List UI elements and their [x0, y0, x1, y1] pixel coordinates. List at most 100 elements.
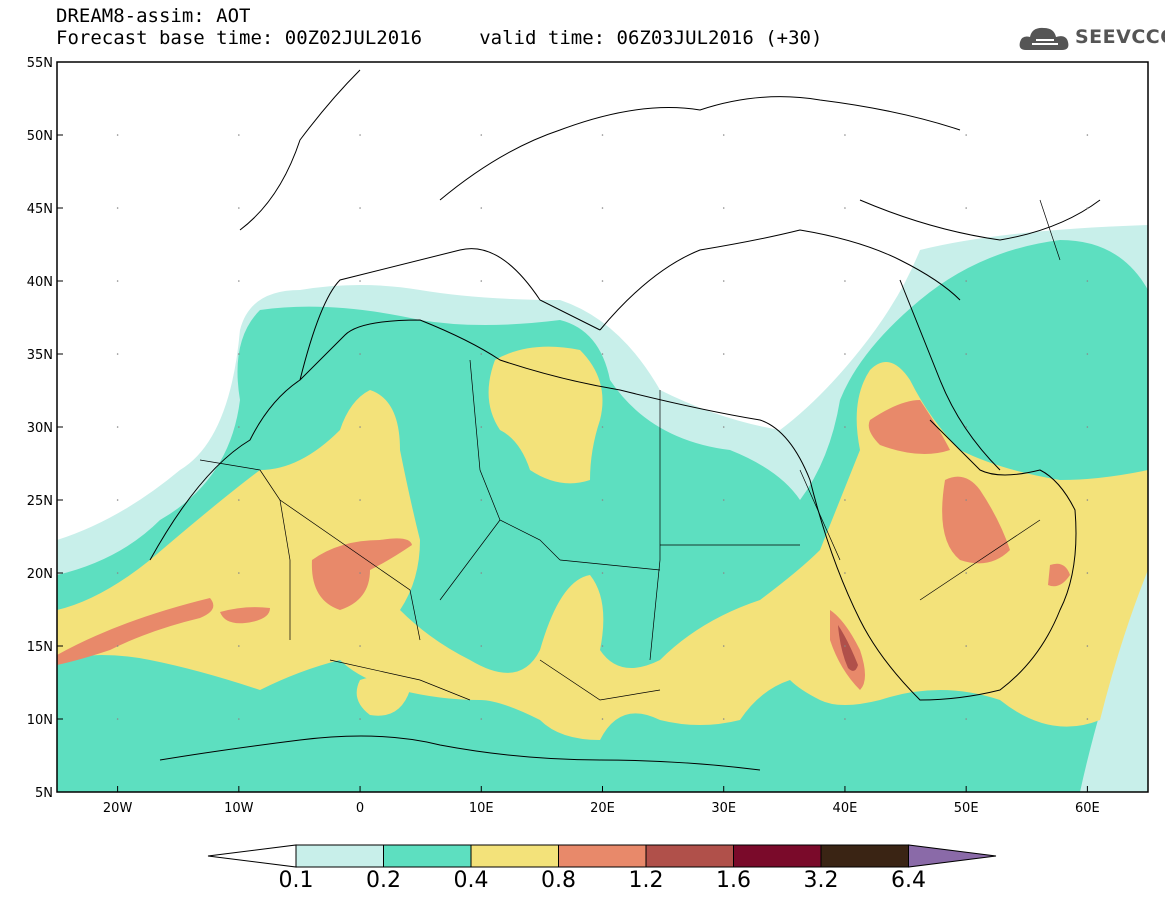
grid-dot: [238, 645, 240, 647]
colorbar-label: 0.8: [541, 868, 576, 893]
grid-dot: [359, 426, 361, 428]
grid-dot: [722, 207, 725, 209]
grid-dot: [116, 718, 119, 720]
country-borders: [199, 199, 1061, 701]
grid-dot: [601, 718, 604, 720]
grid-dot: [722, 353, 725, 355]
grid-dot: [722, 280, 725, 282]
grid-dot: [965, 426, 967, 428]
colorbar-label: 1.2: [628, 868, 664, 893]
lon-tick-label: 0: [356, 801, 364, 816]
grid-dot: [116, 353, 119, 355]
grid-dot: [116, 426, 119, 428]
grid-dot: [116, 645, 119, 647]
grid-dot: [359, 353, 361, 355]
grid-dot: [965, 572, 967, 574]
grid-dot: [844, 572, 846, 574]
grid-dot: [480, 718, 483, 720]
grid-dot: [359, 134, 361, 136]
grid-dot: [238, 134, 240, 136]
grid-dot: [1086, 572, 1089, 574]
grid-dot: [722, 426, 725, 428]
grid-dot: [359, 572, 361, 574]
lat-tick-label: 35N: [27, 348, 53, 363]
colorbar-segment: [470, 844, 559, 868]
grid-dot: [601, 499, 604, 501]
colorbar-segment: [733, 844, 822, 868]
lon-tick-label: 10E: [469, 801, 494, 816]
colorbar-label: 6.4: [891, 868, 926, 893]
grid-dot: [844, 718, 846, 720]
lat-tick-label: 55N: [27, 56, 53, 71]
logo-text: SEEVCCC: [1075, 26, 1165, 48]
grid-dot: [359, 207, 361, 209]
lon-tick-label: 40E: [833, 801, 858, 816]
grid-dot: [844, 426, 846, 428]
grid-dot: [965, 134, 967, 136]
grid-dot: [844, 645, 846, 647]
lat-tick-label: 20N: [27, 567, 53, 582]
grid-dot: [844, 499, 846, 501]
colorbar-label: 3.2: [803, 868, 839, 893]
grid-dot: [965, 718, 967, 720]
grid-dot: [844, 280, 846, 282]
grid-dot: [116, 572, 119, 574]
grid-dot: [722, 718, 725, 720]
colorbar-max-arrow: [908, 844, 997, 868]
grid-dot: [1086, 499, 1089, 501]
grid-dot: [965, 499, 967, 501]
grid-dot: [238, 353, 240, 355]
grid-dot: [722, 645, 725, 647]
lat-tick-label: 50N: [27, 129, 53, 144]
grid-dot: [480, 280, 483, 282]
lon-tick-label: 10W: [224, 801, 254, 816]
lon-tick-label: 20E: [590, 801, 615, 816]
grid-dot: [359, 280, 361, 282]
grid-dot: [601, 353, 604, 355]
colorbar: [207, 844, 997, 868]
grid-dot: [359, 718, 361, 720]
colorbar-segment: [820, 844, 909, 868]
colorbar-segment: [558, 844, 647, 868]
grid-dot: [965, 207, 967, 209]
colorbar-label: 0.1: [278, 868, 314, 893]
grid-dot: [480, 426, 483, 428]
grid-dot: [601, 280, 604, 282]
lat-tick-label: 45N: [27, 202, 53, 217]
grid-dot: [722, 134, 725, 136]
map-title: DREAM8-assim: AOT: [56, 5, 251, 27]
grid-dot: [1086, 426, 1089, 428]
colorbar-label: 0.4: [453, 868, 489, 893]
grid-dot: [1086, 280, 1089, 282]
seevccc-logo: SEEVCCC: [1018, 22, 1165, 56]
lat-tick-label: 25N: [27, 494, 53, 509]
lon-tick-label: 60E: [1075, 801, 1100, 816]
grid-dot: [722, 499, 725, 501]
grid-dot: [601, 426, 604, 428]
grid-dot: [1086, 207, 1089, 209]
colorbar-min-arrow: [207, 844, 297, 868]
colorbar-segment: [295, 844, 384, 868]
grid-dot: [480, 353, 483, 355]
grid-dot: [601, 207, 604, 209]
grid-dot: [116, 207, 119, 209]
lat-tick-label: 10N: [27, 713, 53, 728]
colorbar-labels: 0.1 0.2 0.4 0.8 1.2 1.6 3.2 6.4: [0, 868, 1165, 898]
grid-dot: [480, 207, 483, 209]
grid-dot: [844, 353, 846, 355]
grid-dot: [116, 134, 119, 136]
lat-tick-label: 30N: [27, 421, 53, 436]
cloud-icon: [1019, 27, 1069, 50]
grid-dot: [480, 572, 483, 574]
grid-dot: [238, 718, 240, 720]
forecast-time-line: Forecast base time: 00Z02JUL2016 valid t…: [56, 27, 823, 49]
axis-ticks: 55N 50N 45N 40N 35N 30N 25N 20N 15N 10N 5N 20W 10W 0 1…: [27, 56, 1100, 816]
grid-dot: [359, 645, 361, 647]
grid-dot: [844, 207, 846, 209]
lat-tick-label: 40N: [27, 275, 53, 290]
colorbar-segment: [645, 844, 734, 868]
grid-dot: [601, 134, 604, 136]
grid-dot: [965, 353, 967, 355]
grid-dot: [965, 280, 967, 282]
